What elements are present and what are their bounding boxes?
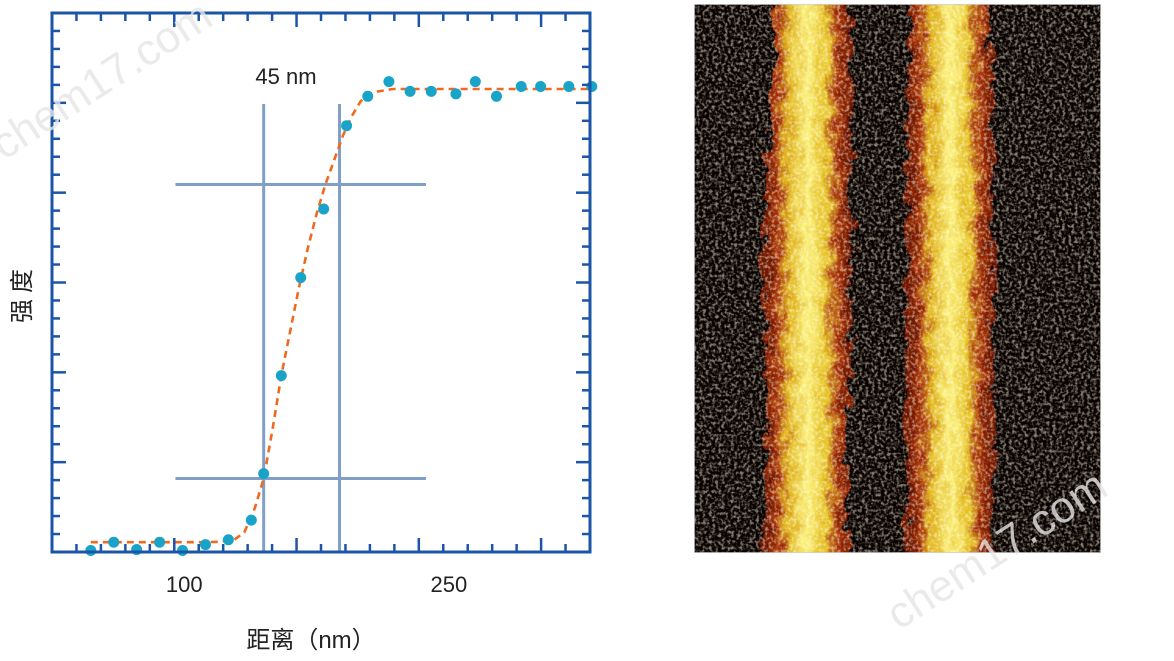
data-point [222, 534, 234, 546]
data-point [295, 272, 307, 284]
data-point [491, 90, 503, 102]
data-point [258, 468, 270, 480]
x-tick-label: 100 [166, 572, 203, 597]
intensity-distance-chart: 100 250 45 nm 距离（nm） 强度 [9, 11, 598, 654]
data-point [362, 90, 374, 102]
data-point [341, 120, 353, 132]
data-point [450, 88, 462, 100]
data-point [515, 81, 527, 92]
fit-curve [90, 87, 592, 544]
annotation-label: 45 nm [255, 64, 316, 89]
data-point [275, 370, 287, 382]
plot-frame [50, 11, 592, 554]
x-tick-labels: 100 250 [166, 572, 467, 597]
data-point [404, 85, 416, 97]
data-point [199, 539, 211, 551]
data-point [535, 81, 547, 92]
data-point [425, 85, 437, 97]
data-point [318, 203, 330, 215]
data-point [586, 81, 598, 92]
horizontal-marker-lines [175, 183, 426, 480]
x-tick-label: 250 [431, 572, 468, 597]
data-point [154, 536, 166, 548]
data-points [85, 76, 598, 557]
x-axis-label: 距离（nm） [246, 627, 375, 654]
microscopy-image [694, 4, 1101, 553]
axis-ticks [52, 13, 590, 552]
data-point [563, 81, 575, 92]
vertical-marker-lines [262, 104, 342, 552]
y-axis-label: 强度 [9, 263, 36, 323]
data-point [383, 76, 395, 88]
data-point [108, 536, 120, 548]
data-point [469, 76, 481, 88]
data-point [245, 514, 257, 526]
